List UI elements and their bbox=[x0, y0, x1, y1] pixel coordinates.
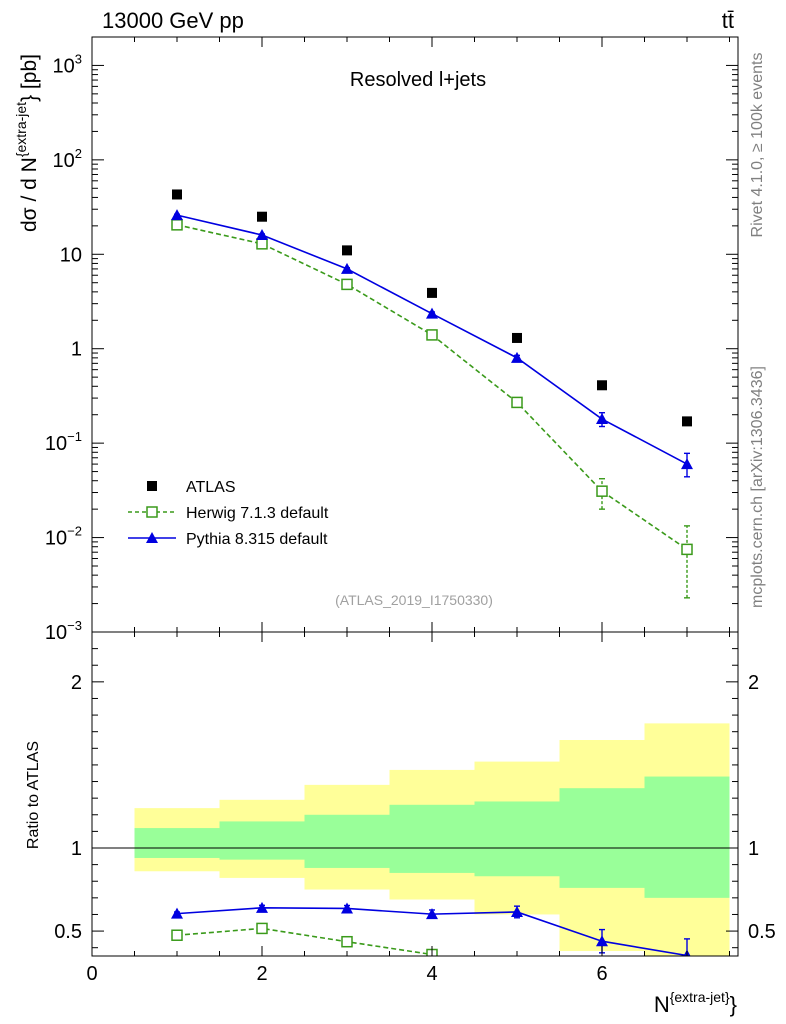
main-ytick-label-base-6: 10 bbox=[45, 528, 67, 550]
main-plot-area bbox=[171, 189, 693, 599]
ratio-frame bbox=[91, 631, 739, 957]
ratio-herwig-point-1 bbox=[171, 929, 183, 941]
ratio-band-inner-4 bbox=[389, 804, 475, 873]
ratio-band-inner-3 bbox=[304, 814, 390, 868]
ratio-herwig-point-6 bbox=[597, 997, 607, 1007]
legend-label-herwig: Herwig 7.1.3 default bbox=[186, 505, 329, 522]
xlabel: N{extra-jet}} bbox=[654, 989, 737, 1017]
ratio-plot-area bbox=[92, 723, 738, 1007]
main-atlas-point-6 bbox=[597, 380, 607, 391]
ratio-band-inner-7 bbox=[644, 776, 730, 898]
main-ytick-label-5: 10−1 bbox=[45, 429, 82, 455]
main-ytick-label-base-1: 10 bbox=[53, 55, 75, 77]
main-pythia-point-5 bbox=[511, 351, 523, 363]
ratio-ytick-label-right-1: 1 bbox=[748, 838, 759, 860]
main-atlas-point-2 bbox=[257, 211, 267, 222]
main-ytick-label-2: 102 bbox=[53, 146, 82, 172]
main-atlas-point-5 bbox=[512, 332, 522, 343]
legend-marker-atlas bbox=[147, 481, 157, 491]
ratio-pythia-point-5 bbox=[511, 905, 523, 917]
main-ytick-label-6: 10−2 bbox=[45, 524, 82, 550]
x-tick-label-0: 0 bbox=[86, 963, 97, 985]
main-herwig-point-7 bbox=[681, 543, 693, 556]
ratio-pythia-point-1 bbox=[171, 907, 183, 919]
xlabel-close: } bbox=[730, 992, 737, 1017]
legend: ATLAS Herwig 7.1.3 default Pythia 8.315 … bbox=[128, 479, 329, 548]
ratio-pythia-point-6 bbox=[596, 935, 608, 947]
main-title: Resolved l+jets bbox=[350, 69, 486, 91]
main-ytick-label-7: 10−3 bbox=[45, 618, 82, 644]
xlabel-main: N bbox=[654, 992, 670, 1017]
main-herwig-point-4 bbox=[426, 329, 438, 341]
main-atlas-point-3 bbox=[342, 245, 352, 256]
main-ytick-label-exp-1: 3 bbox=[75, 51, 82, 66]
ratio-ytick-label-left-1: 1 bbox=[71, 838, 82, 860]
main-pythia-point-2 bbox=[256, 229, 268, 241]
x-tick-label-6: 6 bbox=[596, 963, 607, 985]
ratio-herwig-point-3 bbox=[341, 935, 353, 948]
main-ytick-label-base-5: 10 bbox=[45, 433, 67, 455]
main-atlas-point-7 bbox=[682, 416, 692, 427]
main-pythia-point-4 bbox=[426, 307, 438, 319]
main-atlas-point-4 bbox=[427, 287, 437, 298]
ratio-ylabel: Ratio to ATLAS bbox=[25, 741, 42, 849]
main-ytick-label-exp-2: 2 bbox=[75, 146, 82, 161]
main-ytick-label-base-2: 10 bbox=[53, 150, 75, 172]
ratio-band-inner-2 bbox=[219, 821, 305, 860]
ratio-pythia-point-4 bbox=[426, 908, 438, 920]
legend-label-atlas: ATLAS bbox=[186, 479, 236, 496]
main-pythia-point-6 bbox=[596, 413, 608, 425]
main-herwig-point-5 bbox=[511, 396, 523, 409]
main-ylabel-main: dσ / d N bbox=[18, 157, 41, 232]
ratio-band-inner-6 bbox=[559, 788, 645, 888]
mcplots-label: mcplots.cern.ch [arXiv:1306.3436] bbox=[749, 366, 766, 608]
legend-marker-herwig bbox=[146, 506, 158, 518]
main-ylabel-sup: {extra-jet bbox=[13, 102, 29, 157]
watermark: (ATLAS_2019_I1750330) bbox=[335, 592, 493, 608]
main-ytick-label-exp-5: −1 bbox=[67, 429, 82, 444]
ratio-herwig-point-2 bbox=[256, 922, 268, 935]
main-atlas-point-1 bbox=[172, 189, 182, 200]
ratio-pythia-point-3 bbox=[341, 902, 353, 914]
main-ylabel-close: } [pb] bbox=[18, 54, 41, 102]
ratio-ytick-label-left-2: 2 bbox=[71, 672, 82, 694]
main-pythia-point-1 bbox=[171, 209, 183, 221]
ratio-band-inner-1 bbox=[134, 828, 220, 858]
x-tick-label-2: 2 bbox=[256, 963, 267, 985]
x-tick-label-4: 4 bbox=[426, 963, 437, 985]
xlabel-sup: {extra-jet} bbox=[670, 989, 730, 1005]
ratio-ytick-label-right-0.5: 0.5 bbox=[748, 921, 776, 943]
main-herwig-point-3 bbox=[341, 278, 353, 291]
rivet-label: Rivet 4.1.0, ≥ 100k events bbox=[749, 53, 766, 238]
main-herwig-line bbox=[176, 224, 688, 551]
main-herwig-point-6 bbox=[596, 485, 608, 497]
main-ytick-label-base-7: 10 bbox=[45, 622, 67, 644]
legend-label-pythia: Pythia 8.315 default bbox=[186, 531, 328, 548]
main-ylabel: dσ / d N{extra-jet} [pb] bbox=[13, 54, 41, 232]
main-ytick-label-3: 10 bbox=[60, 244, 82, 266]
main-ytick-label-1: 103 bbox=[53, 51, 82, 77]
ratio-ytick-label-left-0.5: 0.5 bbox=[54, 921, 82, 943]
ratio-pythia-point-2 bbox=[256, 901, 268, 913]
main-herwig-point-2 bbox=[256, 238, 268, 250]
main-pythia-point-3 bbox=[341, 262, 353, 274]
header-left: 13000 GeV pp bbox=[102, 8, 244, 33]
main-herwig-point-1 bbox=[171, 219, 183, 231]
main-pythia-point-7 bbox=[681, 458, 693, 470]
main-ytick-label-4: 1 bbox=[71, 339, 82, 361]
ratio-herwig-point-5 bbox=[512, 975, 522, 985]
main-ytick-label-exp-7: −3 bbox=[67, 618, 82, 633]
main-ytick-label-base-4: 1 bbox=[71, 339, 82, 361]
main-ytick-label-base-3: 10 bbox=[60, 244, 82, 266]
legend-marker-pythia bbox=[146, 532, 158, 543]
main-ytick-label-exp-6: −2 bbox=[67, 524, 82, 539]
ratio-band-inner-5 bbox=[474, 801, 560, 877]
header-right: tt̄ bbox=[722, 8, 734, 33]
ratio-ytick-label-right-2: 2 bbox=[748, 672, 759, 694]
